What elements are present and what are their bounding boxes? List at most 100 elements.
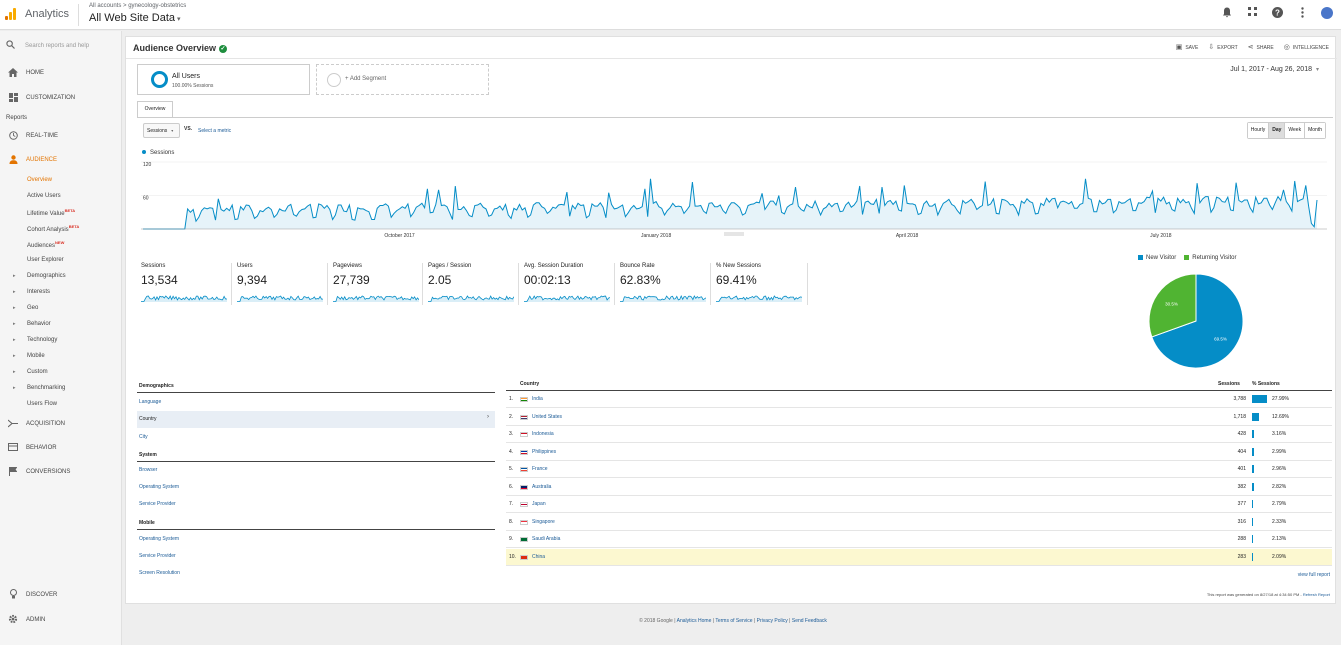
- add-segment-button[interactable]: + Add Segment: [316, 64, 489, 95]
- expand-triangle-icon: ▸: [13, 337, 16, 343]
- nav-home[interactable]: HOME: [0, 64, 122, 82]
- table-row[interactable]: 6. Australia 382 2.82%: [506, 479, 1332, 496]
- dim-country[interactable]: Country: [139, 416, 157, 422]
- dim-language[interactable]: Language: [139, 399, 162, 405]
- tab-overview[interactable]: Overview: [137, 101, 173, 118]
- country-link[interactable]: Saudi Arabia: [532, 536, 561, 542]
- export-button[interactable]: ⇩ EXPORT: [1208, 43, 1237, 51]
- nav-customization[interactable]: CUSTOMIZATION: [0, 89, 122, 107]
- select-metric-link[interactable]: Select a metric: [198, 128, 232, 134]
- scorecard[interactable]: Pageviews 27,739: [333, 263, 425, 307]
- scorecard[interactable]: Sessions 13,534: [141, 263, 233, 307]
- nav-acquisition[interactable]: ACQUISITION: [0, 415, 122, 433]
- nav-active-users[interactable]: Active Users: [27, 193, 61, 199]
- nav-admin[interactable]: ADMIN: [0, 611, 122, 629]
- date-range-picker[interactable]: Jul 1, 2017 - Aug 26, 2018 ▾: [1230, 66, 1319, 73]
- more-vert-icon[interactable]: [1296, 7, 1308, 19]
- nav-audience[interactable]: AUDIENCE: [0, 151, 122, 169]
- nav-user-explorer[interactable]: User Explorer: [27, 257, 64, 263]
- segment-all-users[interactable]: All Users 100.00% Sessions: [137, 64, 310, 95]
- nav-conversions[interactable]: CONVERSIONS: [0, 463, 122, 481]
- nav-technology[interactable]: Technology: [27, 337, 58, 343]
- pct-bar: [1252, 430, 1254, 438]
- pie-slice-new-visitor[interactable]: [1151, 273, 1244, 369]
- nav-home-label: HOME: [26, 70, 44, 76]
- granularity-week[interactable]: Week: [1285, 123, 1306, 138]
- footer-feedback[interactable]: Send Feedback: [791, 618, 827, 624]
- nav-geo[interactable]: Geo: [27, 305, 39, 311]
- scorecard[interactable]: Avg. Session Duration 00:02:13: [524, 263, 616, 307]
- search-box[interactable]: Search reports and help: [6, 40, 89, 52]
- account-avatar[interactable]: [1321, 7, 1333, 19]
- country-link[interactable]: Indonesia: [532, 431, 554, 437]
- pie-slice-returning-visitor[interactable]: [1148, 273, 1197, 338]
- table-row[interactable]: 2. United States 1,718 12.69%: [506, 409, 1332, 426]
- dim-country-selected[interactable]: ›: [137, 411, 495, 428]
- scorecard[interactable]: Users 9,394: [237, 263, 329, 307]
- country-link[interactable]: United States: [532, 413, 563, 420]
- nav-interests[interactable]: Interests: [27, 289, 51, 295]
- table-row[interactable]: 8. Singapore 316 2.33%: [506, 514, 1332, 531]
- refresh-report-link[interactable]: Refresh Report: [1302, 592, 1330, 597]
- analytics-logo-icon[interactable]: [5, 8, 17, 20]
- nav-demographics[interactable]: Demographics: [27, 273, 66, 279]
- scorecard[interactable]: % New Sessions 69.41%: [716, 263, 808, 307]
- property-selector[interactable]: All Web Site Data ▾: [89, 12, 181, 24]
- view-full-report-link[interactable]: view full report: [1297, 572, 1330, 578]
- notifications-icon[interactable]: [1221, 7, 1233, 19]
- apps-grid-icon[interactable]: [1246, 7, 1258, 19]
- scorecard[interactable]: Pages / Session 2.05: [428, 263, 520, 307]
- table-row[interactable]: 7. Japan 377 2.79%: [506, 496, 1332, 513]
- dim-screen-resolution[interactable]: Screen Resolution: [139, 570, 180, 576]
- resize-handle[interactable]: [724, 232, 744, 236]
- country-link[interactable]: Singapore: [532, 518, 555, 525]
- table-row[interactable]: 9. Saudi Arabia 288 2.13%: [506, 531, 1332, 548]
- nav-overview[interactable]: Overview: [27, 177, 53, 183]
- visitor-pie-chart[interactable]: 69.5% 30.5%: [1146, 271, 1246, 371]
- granularity-hourly[interactable]: Hourly: [1247, 123, 1270, 138]
- granularity-day[interactable]: Day: [1269, 123, 1286, 138]
- scorecard[interactable]: Bounce Rate 62.83%: [620, 263, 712, 307]
- nav-users-flow[interactable]: Users Flow: [27, 401, 58, 407]
- footer-terms[interactable]: Terms of Service: [715, 618, 753, 624]
- nav-realtime[interactable]: REAL-TIME: [0, 127, 122, 145]
- intelligence-button[interactable]: ◎ INTELLIGENCE: [1284, 43, 1329, 51]
- table-row[interactable]: 5. France 401 2.96%: [506, 461, 1332, 478]
- footer-analytics-home[interactable]: Analytics Home: [676, 618, 712, 624]
- country-link[interactable]: Australia: [532, 483, 552, 490]
- nav-behavior-sub[interactable]: Behavior: [27, 321, 51, 327]
- metric-dropdown[interactable]: Sessions ▾: [143, 123, 180, 138]
- country-link[interactable]: Philippines: [532, 448, 557, 455]
- country-link[interactable]: France: [532, 466, 548, 472]
- granularity-month[interactable]: Month: [1305, 123, 1325, 138]
- dim-city[interactable]: City: [139, 434, 148, 440]
- country-link[interactable]: India: [532, 396, 543, 402]
- nav-benchmarking[interactable]: Benchmarking: [27, 385, 66, 391]
- nav-discover[interactable]: DISCOVER: [0, 586, 122, 604]
- table-row[interactable]: 10. China 283 2.09%: [506, 548, 1332, 566]
- nav-custom[interactable]: Custom: [27, 369, 48, 375]
- sessions-line-chart[interactable]: 120 60 October 2017 January 2018 April 2018 J…: [141, 157, 1327, 239]
- table-row[interactable]: 4. Philippines 404 2.99%: [506, 444, 1332, 461]
- save-button[interactable]: ▣ SAVE: [1176, 43, 1199, 51]
- country-link[interactable]: Japan: [532, 501, 546, 507]
- app-title[interactable]: Analytics: [25, 8, 70, 20]
- share-button[interactable]: ⋖ SHARE: [1248, 43, 1274, 51]
- nav-cohort-analysis[interactable]: Cohort AnalysisBETA: [27, 224, 79, 233]
- dim-browser[interactable]: Browser: [139, 467, 158, 473]
- nav-lifetime-value[interactable]: Lifetime ValueBETA: [27, 208, 75, 217]
- help-icon[interactable]: ?: [1271, 7, 1283, 19]
- country-link[interactable]: China: [532, 553, 546, 560]
- table-row[interactable]: 1. India 3,788 27.99%: [506, 391, 1332, 408]
- account-breadcrumb[interactable]: All accounts > gynecology-obstetrics: [89, 3, 187, 9]
- nav-mobile[interactable]: Mobile: [27, 353, 45, 359]
- dim-mobile-os[interactable]: Operating System: [139, 536, 180, 542]
- dim-service-provider[interactable]: Service Provider: [139, 501, 176, 507]
- footer-privacy[interactable]: Privacy Policy: [756, 618, 788, 624]
- dim-operating-system[interactable]: Operating System: [139, 484, 180, 490]
- nav-behavior[interactable]: BEHAVIOR: [0, 439, 122, 457]
- divider: [506, 390, 1332, 391]
- table-row[interactable]: 3. Indonesia 428 3.16%: [506, 426, 1332, 443]
- nav-audiences[interactable]: AudiencesNEW: [27, 240, 64, 249]
- dim-mobile-service-provider[interactable]: Service Provider: [139, 553, 176, 559]
